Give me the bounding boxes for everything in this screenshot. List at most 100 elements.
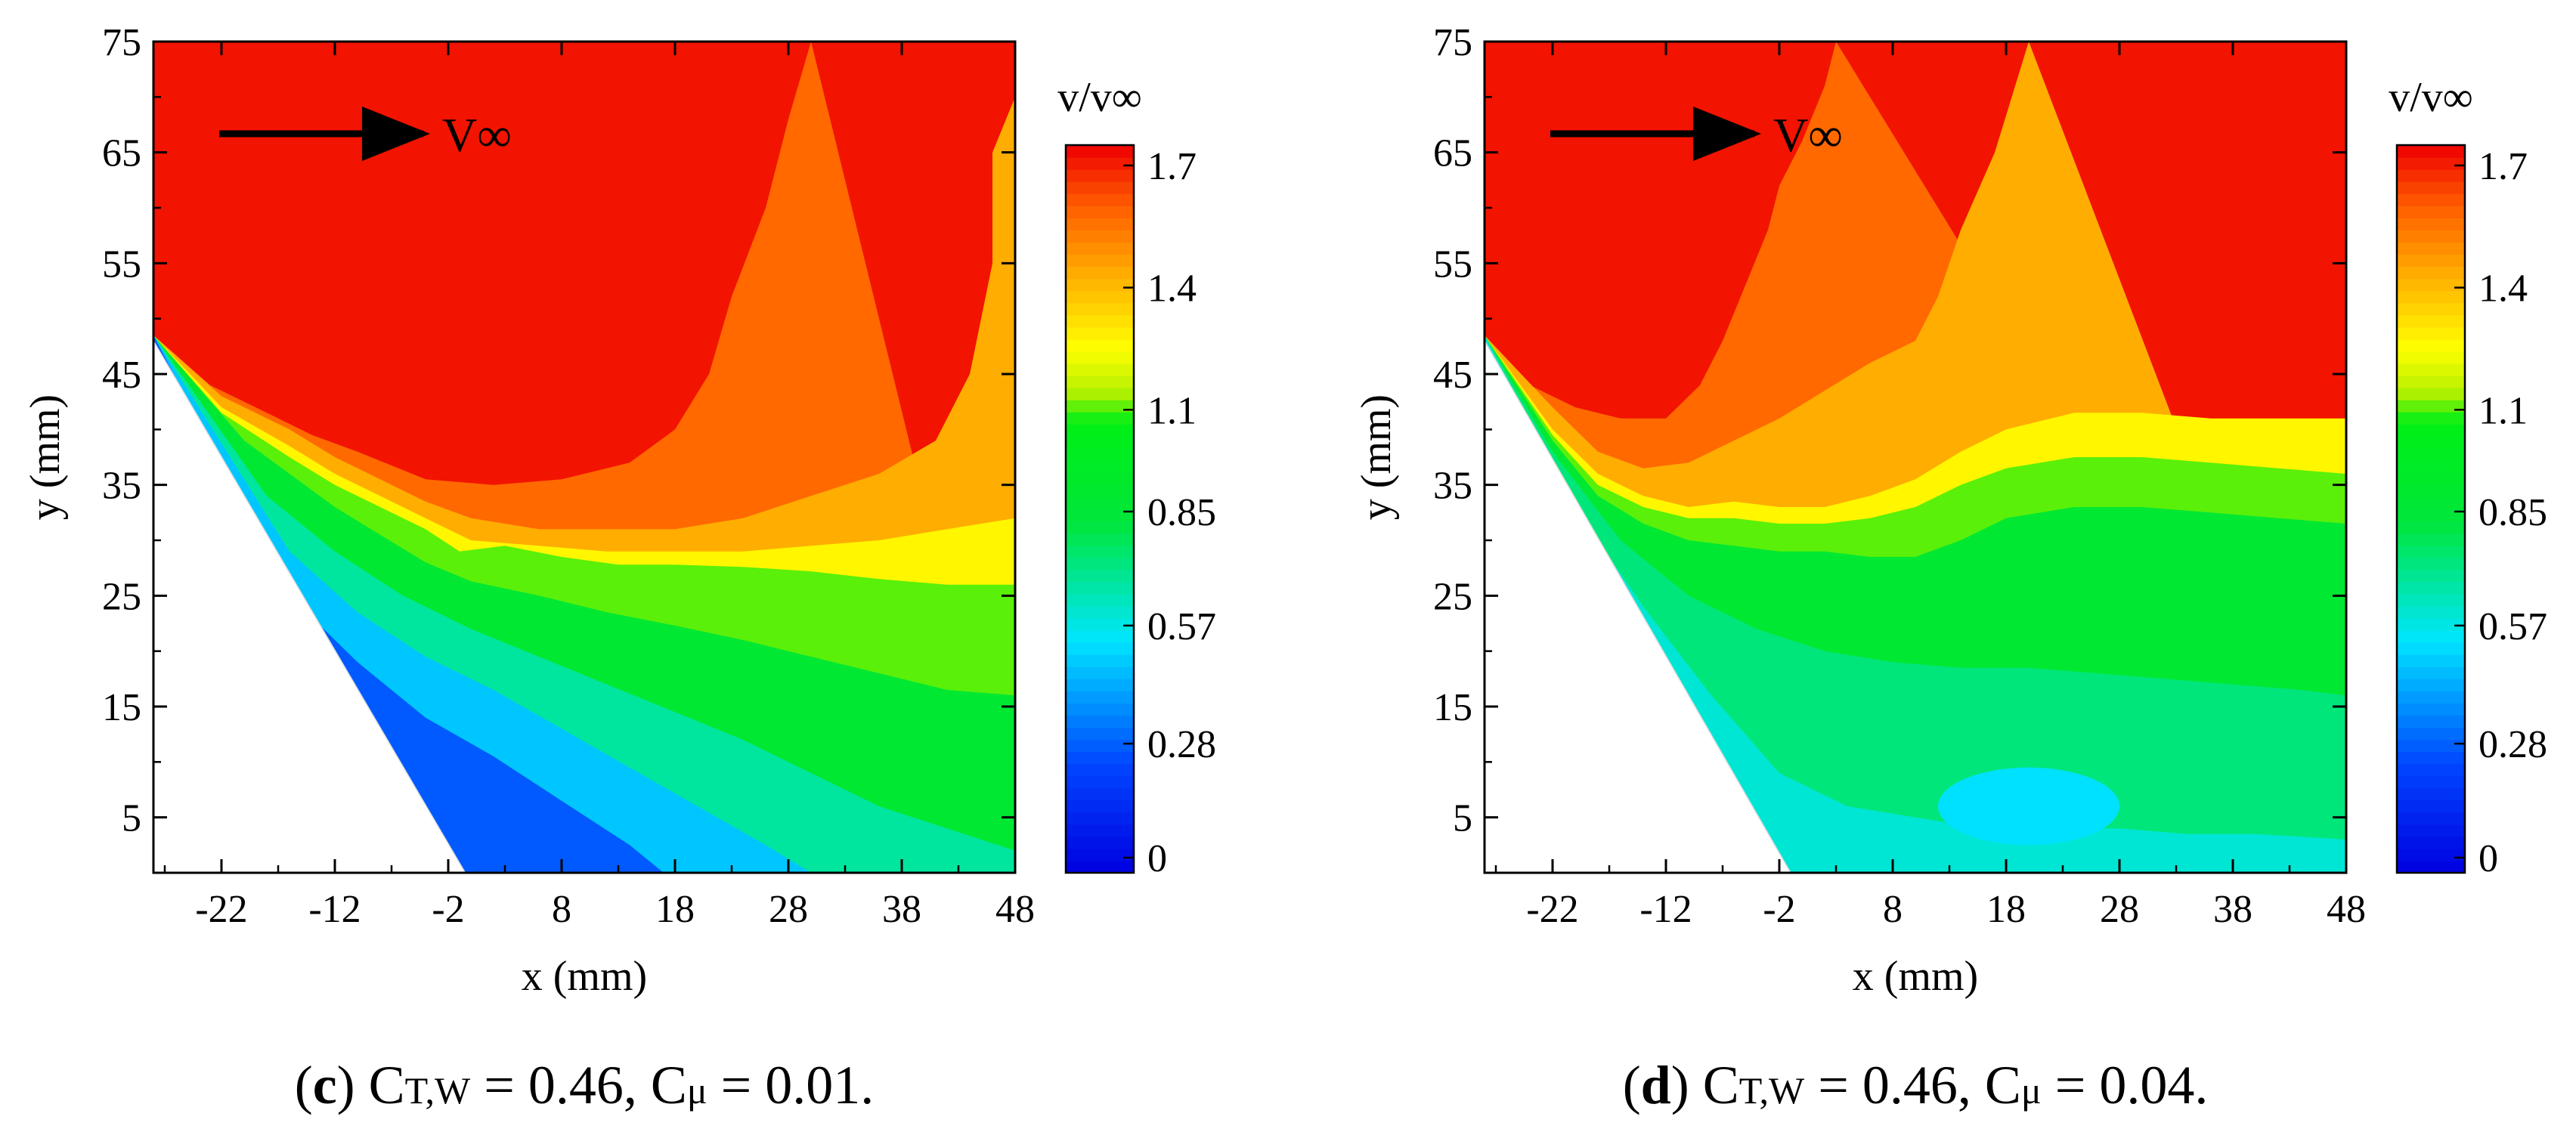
colorbar-tick-label: 1.1	[2478, 389, 2528, 432]
y-tick-label: 55	[102, 243, 141, 286]
colorbar-segment	[2397, 763, 2465, 777]
colorbar-segment	[1066, 424, 1134, 437]
y-axis-ticks-d: 5 15 25 35 45 55 65 75	[1433, 21, 2346, 840]
colorbar-segment	[1066, 484, 1134, 498]
colorbar-segment	[1066, 557, 1134, 571]
x-axis-ticks-d: -22 -12 -2 8 18 28 38 48	[1494, 42, 2366, 931]
colorbar-segment	[1066, 290, 1134, 304]
colorbar-segment	[2397, 739, 2465, 753]
colorbar-segment	[1066, 569, 1134, 583]
colorbar-segment	[2397, 593, 2465, 607]
colorbar-segment	[2397, 218, 2465, 230]
colorbar-segment	[1066, 521, 1134, 534]
colorbar-segment	[2397, 484, 2465, 498]
y-tick-label: 15	[1433, 686, 1472, 729]
surface-edge-d	[1484, 340, 1791, 874]
colorbar-segment	[2397, 618, 2465, 631]
colorbar-tick-label: 0	[2478, 837, 2498, 880]
colorbar-segment	[1066, 739, 1134, 753]
caption-d-ct-subscript: T,W	[1739, 1069, 1805, 1112]
colorbar-segment	[1066, 460, 1134, 473]
colorbar-segment	[1066, 679, 1134, 691]
y-tick-label: 5	[122, 797, 141, 840]
colorbar-segment	[1066, 824, 1134, 837]
colorbar-segment	[2397, 557, 2465, 571]
y-tick-label: 5	[1453, 797, 1472, 840]
colorbar-segment	[2397, 715, 2465, 728]
x-tick-label: -12	[1639, 888, 1692, 931]
colorbar-segment	[2397, 581, 2465, 595]
x-tick-label: 18	[1986, 888, 2026, 931]
colorbar-segment	[2397, 848, 2465, 861]
colorbar-tick-label: 0	[1147, 837, 1167, 880]
x-axis-ticks-c: -22 -12 -2 8 18 28 38 48	[163, 42, 1035, 931]
y-tick-label: 55	[1433, 243, 1472, 286]
chart-panel-d: -22 -12 -2 8 18 28 38 48 5 15 25 35 45 55 65 75 x (mm)…	[1353, 21, 2547, 1115]
colorbar-segment	[2397, 181, 2465, 194]
colorbar-segment	[2397, 351, 2465, 364]
caption-c-ct-value: 0.46	[528, 1055, 624, 1115]
x-tick-label: -12	[308, 888, 361, 931]
colorbar-segment	[1066, 496, 1134, 510]
y-axis-label-c: y (mm)	[22, 394, 69, 520]
colorbar-segment	[1066, 703, 1134, 716]
colorbar-segment	[1066, 691, 1134, 704]
colorbar-segment	[1066, 436, 1134, 449]
colorbar-tick-label: 0.57	[1147, 605, 1216, 648]
chart-panel-c: -22 -12 -2 8 18 28 38 48 5 15 25 35 45 55 65 75 x (mm)…	[22, 21, 1216, 1115]
y-axis-label-d: y (mm)	[1353, 394, 1400, 520]
colorbar-segment	[2397, 169, 2465, 182]
colorbar-segment	[2397, 496, 2465, 510]
colorbar-segment	[2397, 666, 2465, 679]
colorbar-segment	[1066, 581, 1134, 595]
colorbar-segment	[2397, 363, 2465, 376]
colorbar-segment	[1066, 157, 1134, 170]
colorbar-segment	[1066, 618, 1134, 631]
colorbar-segment	[1066, 302, 1134, 316]
caption-c: (c) CT,W = 0.46, Cμ = 0.01.	[295, 1055, 875, 1115]
colorbar-segment	[1066, 848, 1134, 861]
colorbar-segment	[1066, 642, 1134, 655]
colorbar-segment	[2397, 230, 2465, 243]
colorbar-tick-label: 0.85	[1147, 491, 1216, 534]
colorbar-segment	[1066, 242, 1134, 255]
colorbar-segment	[1066, 375, 1134, 388]
y-tick-label: 35	[1433, 465, 1472, 508]
colorbar-segment	[1066, 593, 1134, 607]
y-tick-label: 75	[1433, 21, 1472, 64]
colorbar-segment	[1066, 533, 1134, 546]
caption-c-ct-subscript: T,W	[405, 1069, 471, 1112]
y-tick-label: 45	[102, 354, 141, 397]
caption-c-cmu-value: 0.01	[765, 1055, 860, 1115]
colorbar-tick-label: 0.57	[2478, 605, 2547, 648]
colorbar-segment	[2397, 290, 2465, 304]
colorbar-tick-label: 1.4	[1147, 268, 1197, 311]
surface-edge-c	[153, 340, 466, 874]
caption-d-cmu-value: 0.04	[2099, 1055, 2194, 1115]
colorbar-segment	[1066, 509, 1134, 522]
colorbar-segment	[2397, 751, 2465, 765]
colorbar-segment	[1066, 326, 1134, 340]
colorbar-tick-label: 0.28	[1147, 723, 1216, 766]
colorbar-label-c: v/v∞	[1057, 74, 1141, 121]
colorbar-segment	[2397, 799, 2465, 813]
colorbar-segment	[2397, 521, 2465, 534]
caption-d-letter: d	[1641, 1055, 1671, 1115]
colorbar-segment	[1066, 605, 1134, 619]
colorbar-segment	[1066, 775, 1134, 789]
y-tick-label: 75	[102, 21, 141, 64]
x-tick-label: 28	[2100, 888, 2139, 931]
colorbar-segment	[2397, 254, 2465, 268]
caption-c-letter: c	[313, 1055, 337, 1115]
colorbar-label-d: v/v∞	[2389, 74, 2472, 121]
surface-line	[1484, 340, 1791, 874]
colorbar-tick-label: 1.7	[1147, 145, 1197, 188]
colorbar-segment	[1066, 181, 1134, 194]
colorbar-segment	[1066, 472, 1134, 485]
colorbar-frame	[1064, 144, 1135, 874]
colorbar-segment	[1066, 218, 1134, 230]
colorbar-segment	[1066, 787, 1134, 801]
colorbar-segment	[1066, 169, 1134, 182]
colorbar-segment	[2397, 145, 2465, 158]
